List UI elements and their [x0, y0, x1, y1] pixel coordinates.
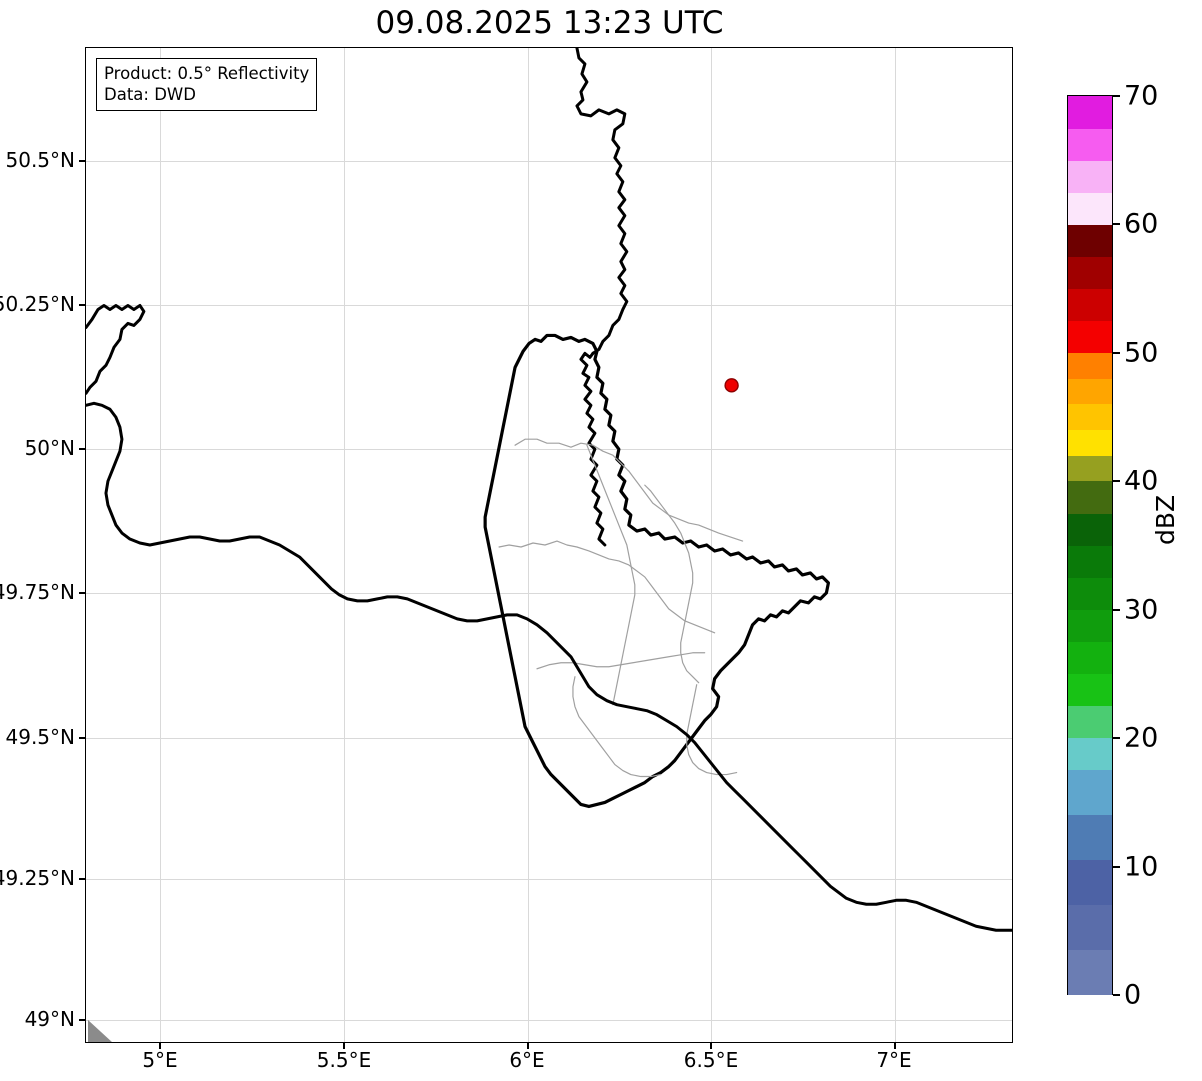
map-plot-area[interactable]: Product: 0.5° Reflectivity Data: DWD — [85, 47, 1013, 1043]
xtick-mark — [710, 1043, 712, 1049]
colorbar-segment — [1068, 949, 1112, 995]
gridline-horizontal — [86, 1020, 1012, 1021]
colorbar-axis-label: dBZ — [1151, 494, 1180, 545]
colorbar-segment — [1068, 673, 1112, 706]
colorbar-segment — [1068, 224, 1112, 257]
colorbar-segment — [1068, 512, 1112, 546]
gridline-vertical — [344, 48, 345, 1042]
colorbar-segment — [1068, 705, 1112, 738]
colorbar-segment — [1068, 256, 1112, 289]
colorbar-segment — [1068, 769, 1112, 815]
colorbar-segment — [1068, 609, 1112, 642]
colorbar-label-20: 20 — [1124, 722, 1159, 754]
xtick-mark — [527, 1043, 529, 1049]
gridline-horizontal — [86, 161, 1012, 162]
colorbar-segment — [1068, 192, 1112, 225]
colorbar-segment — [1068, 545, 1112, 578]
gridline-vertical — [711, 48, 712, 1042]
xtick-label-5e: 5°E — [142, 1048, 178, 1072]
xtick-label-6e: 6°E — [509, 1048, 545, 1072]
ytick-label-50-5: 50.5°N — [5, 148, 76, 172]
colorbar-segment — [1068, 288, 1112, 322]
colorbar-segment — [1068, 403, 1112, 431]
xtick-label-5-5e: 5.5°E — [316, 1048, 372, 1072]
ytick-label-50-25: 50.25°N — [0, 292, 75, 316]
ytick-label-50: 50°N — [24, 436, 75, 460]
ytick-label-49-75: 49.75°N — [0, 580, 75, 604]
colorbar-segment — [1068, 96, 1112, 129]
colorbar-label-70: 70 — [1124, 80, 1159, 112]
colorbar-tick — [1113, 352, 1120, 354]
colorbar-tick — [1113, 95, 1120, 97]
colorbar-segment — [1068, 814, 1112, 860]
ytick-mark — [79, 160, 85, 162]
product-line: Product: 0.5° Reflectivity — [104, 64, 310, 83]
geography-layer — [86, 48, 1012, 1042]
colorbar-segment — [1068, 352, 1112, 379]
belgium-france-border-path — [86, 303, 1012, 932]
colorbar-segment — [1068, 320, 1112, 354]
ytick-mark — [79, 737, 85, 739]
colorbar-segment — [1068, 455, 1112, 482]
colorbar-tick — [1113, 866, 1120, 868]
colorbar-tick — [1113, 609, 1120, 611]
gridline-horizontal — [86, 879, 1012, 880]
gridline-horizontal — [86, 593, 1012, 594]
colorbar-segment — [1068, 577, 1112, 610]
ytick-mark — [79, 878, 85, 880]
colorbar-tick — [1113, 223, 1120, 225]
axis-labels-layer: 50.5°N 50.25°N 50°N 49.75°N 49.5°N 49.25… — [0, 47, 1013, 1049]
ytick-mark — [79, 592, 85, 594]
ytick-mark — [79, 1019, 85, 1021]
ytick-mark — [79, 304, 85, 306]
xtick-mark — [894, 1043, 896, 1049]
xtick-label-6-5e: 6.5°E — [683, 1048, 739, 1072]
colorbar-segment — [1068, 641, 1112, 674]
product-info-box: Product: 0.5° Reflectivity Data: DWD — [96, 58, 318, 111]
gridline-horizontal — [86, 738, 1012, 739]
colorbar-label-60: 60 — [1124, 208, 1159, 240]
internal-border-paths — [498, 438, 744, 778]
xtick-mark — [343, 1043, 345, 1049]
colorbar-tick — [1113, 480, 1120, 482]
gridline-vertical — [895, 48, 896, 1042]
gridline-horizontal — [86, 305, 1012, 306]
colorbar-segment — [1068, 859, 1112, 905]
colorbar-label-40: 40 — [1124, 465, 1159, 497]
country-border-path — [575, 48, 629, 547]
colorbar-label-0: 0 — [1124, 979, 1142, 1011]
colorbar-segment — [1068, 160, 1112, 193]
colorbar-segment — [1068, 737, 1112, 771]
gridline-vertical — [160, 48, 161, 1042]
gridline-horizontal — [86, 449, 1012, 450]
ytick-mark — [79, 448, 85, 450]
colorbar-segment — [1068, 429, 1112, 456]
xtick-label-7e: 7°E — [876, 1048, 912, 1072]
ytick-label-49-25: 49.25°N — [0, 866, 75, 890]
colorbar-tick — [1113, 994, 1120, 996]
xtick-mark — [159, 1043, 161, 1049]
colorbar-label-10: 10 — [1124, 851, 1159, 883]
border-corner-fragment — [87, 1020, 112, 1042]
colorbar-segment — [1068, 128, 1112, 161]
ytick-label-49-5: 49.5°N — [5, 725, 76, 749]
page-title: 09.08.2025 13:23 UTC — [375, 5, 724, 41]
colorbar-segment — [1068, 904, 1112, 950]
data-source-line: Data: DWD — [104, 85, 196, 104]
colorbar-label-50: 50 — [1124, 337, 1159, 369]
colorbar[interactable] — [1067, 95, 1113, 995]
colorbar-segment — [1068, 480, 1112, 514]
colorbar-tick — [1113, 737, 1120, 739]
colorbar-label-30: 30 — [1124, 594, 1159, 626]
ytick-label-49: 49°N — [24, 1007, 75, 1031]
colorbar-segment — [1068, 378, 1112, 405]
